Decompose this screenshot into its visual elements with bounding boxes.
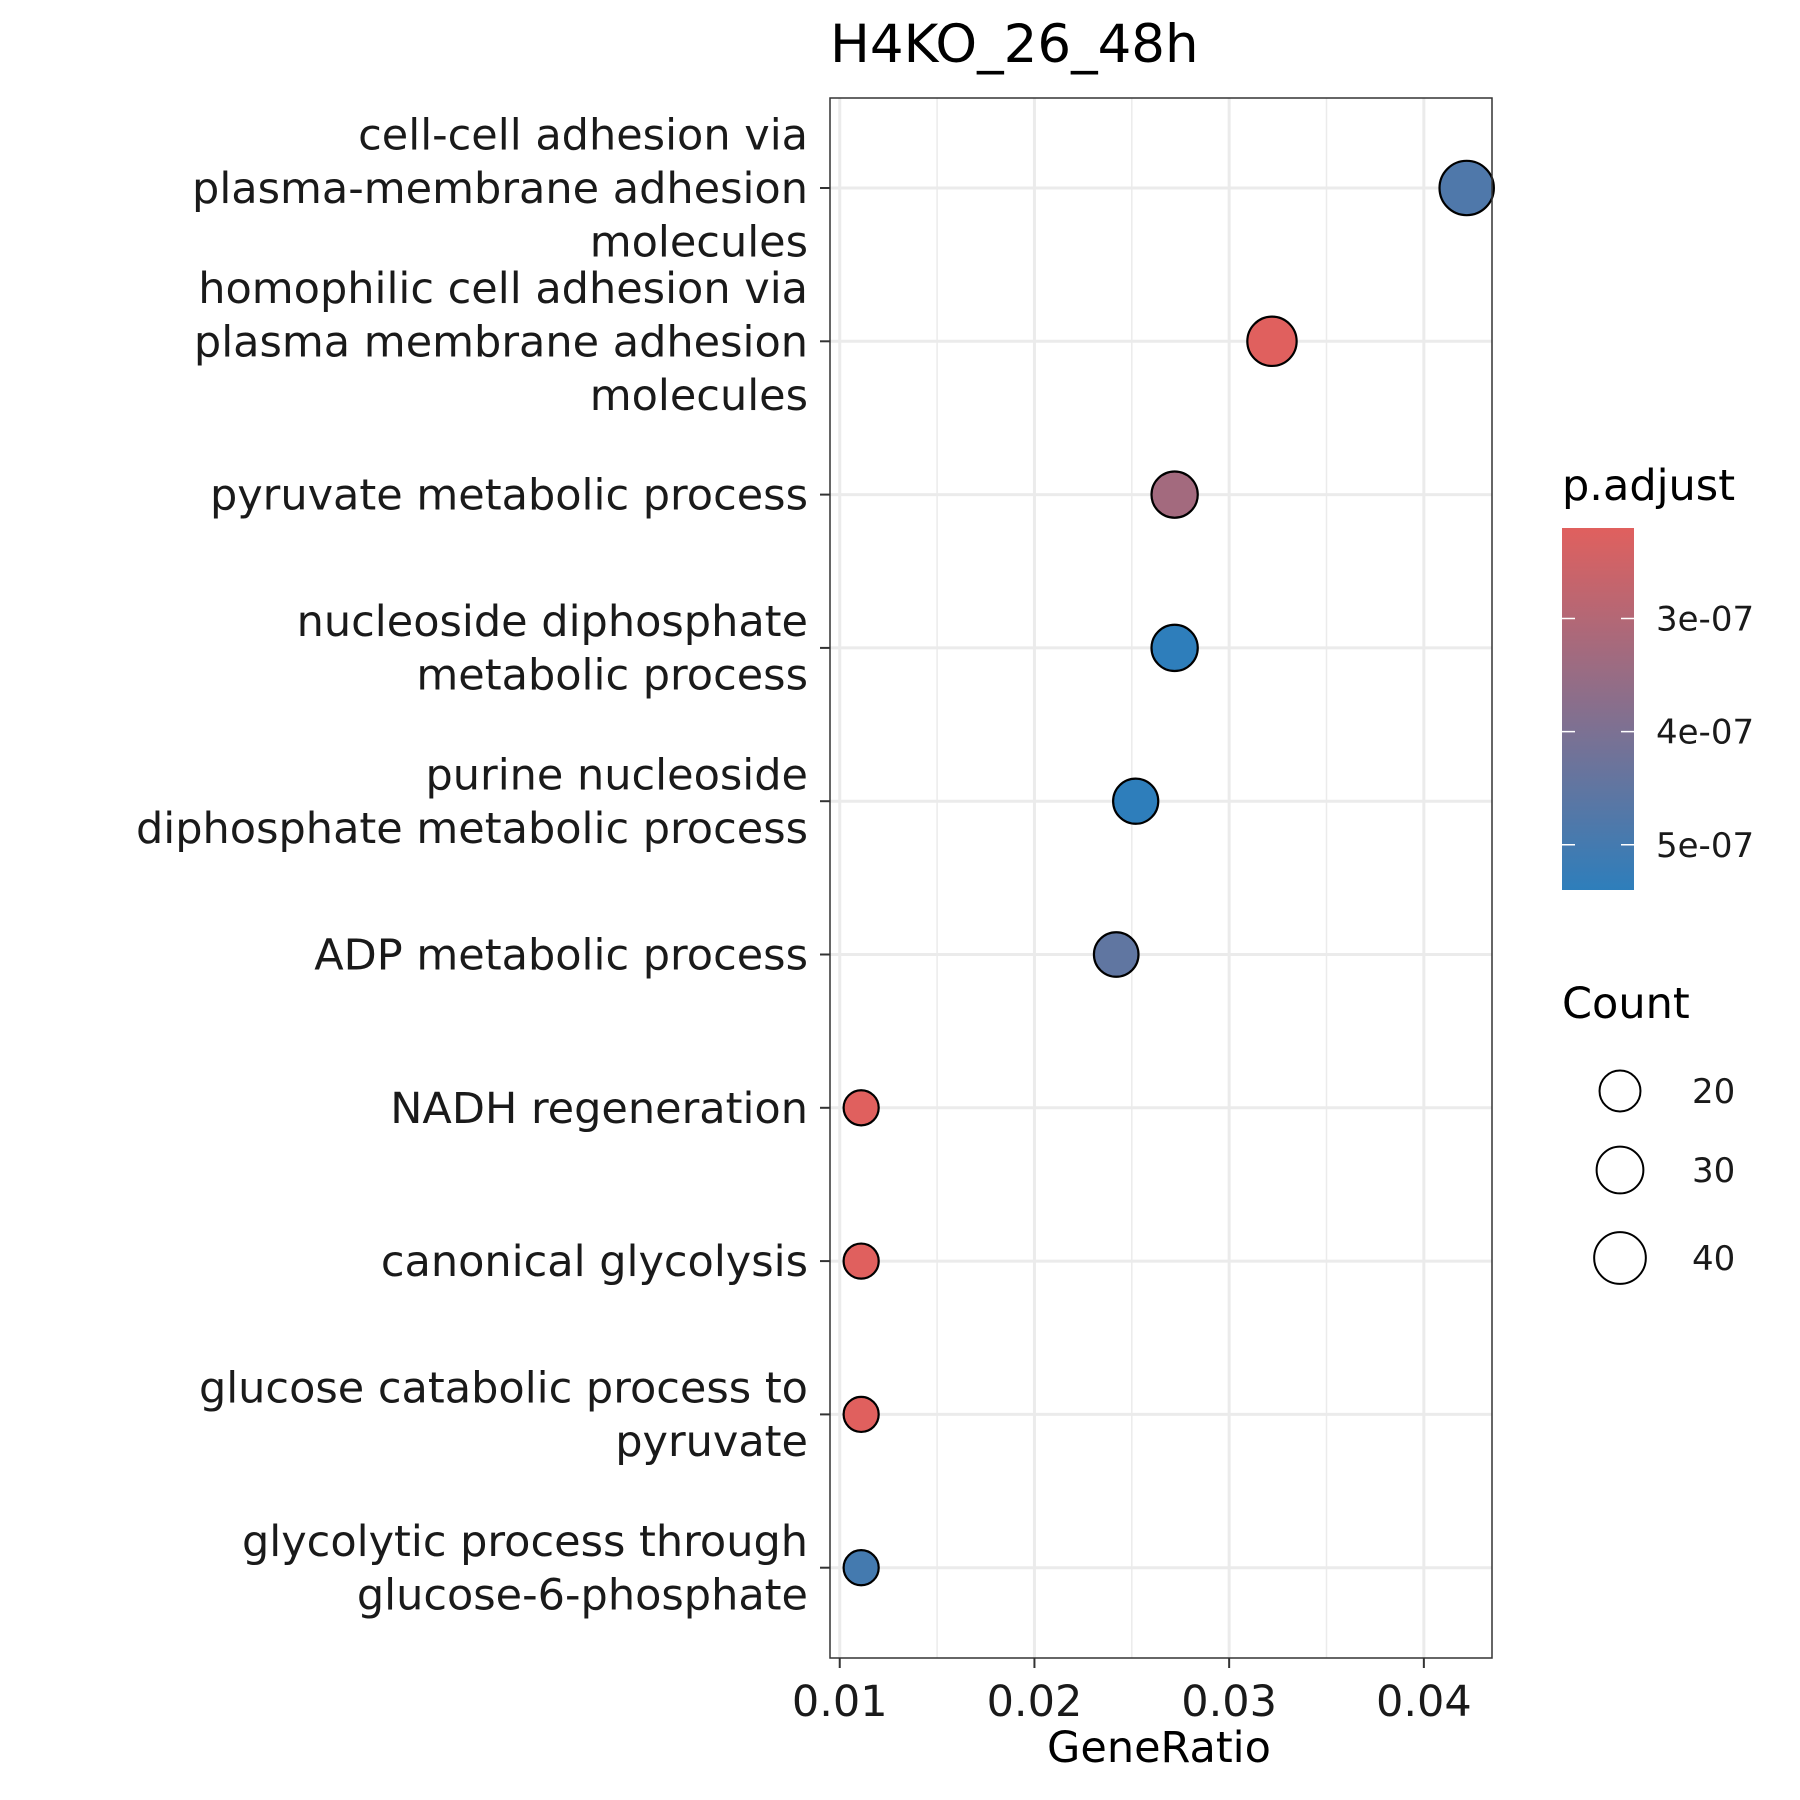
data-point — [842, 1089, 880, 1127]
data-point — [1092, 931, 1140, 978]
data-point — [1246, 315, 1298, 368]
color-tick-label: 4e-07 — [1656, 713, 1754, 753]
y-tick-label: pyruvate metabolic process — [210, 471, 808, 521]
data-point — [1438, 159, 1495, 217]
y-tick-label: cell-cell adhesion via plasma-membrane ad… — [192, 111, 808, 268]
x-tick-label: 0.04 — [1376, 1677, 1472, 1727]
size-legend-circle — [1598, 1069, 1642, 1113]
size-legend-items: 20 30 40 — [1593, 1069, 1735, 1285]
size-legend-circle — [1593, 1231, 1647, 1285]
panel-border — [829, 97, 1493, 1659]
data-point — [1150, 623, 1199, 673]
size-legend-label: 40 — [1692, 1239, 1735, 1279]
x-axis: 0.01 0.02 0.03 0.04 — [792, 1658, 1472, 1727]
size-legend-circle — [1595, 1145, 1645, 1195]
x-tick-label: 0.01 — [792, 1677, 888, 1727]
y-axis: cell-cell adhesion via plasma-membrane ad… — [136, 111, 830, 1621]
y-tick-label: nucleoside diphosphate metabolic process — [297, 597, 808, 701]
chart-title: H4KO_26_48h — [830, 14, 1199, 75]
y-tick-label: homophilic cell adhesion via plasma membr… — [194, 264, 808, 421]
panel-background — [830, 98, 1492, 1658]
data-point — [1112, 777, 1160, 825]
data-points — [842, 159, 1495, 1587]
y-tick-label: NADH regeneration — [390, 1084, 808, 1134]
data-point — [842, 1242, 880, 1280]
size-legend: Count 20 30 40 — [1562, 979, 1735, 1285]
x-axis-title: GeneRatio — [1047, 1723, 1271, 1773]
y-tick-label: glucose catabolic process to pyruvate — [199, 1364, 808, 1468]
size-legend-label: 20 — [1692, 1072, 1735, 1112]
color-tick-label: 5e-07 — [1656, 826, 1754, 866]
size-legend-label: 30 — [1692, 1151, 1735, 1191]
data-point — [1150, 470, 1199, 519]
grid-lines — [830, 98, 1492, 1658]
color-legend-ticks: 3e-07 4e-07 5e-07 — [1562, 600, 1754, 866]
y-tick-label: canonical glycolysis — [381, 1237, 808, 1287]
size-legend-title: Count — [1562, 979, 1690, 1029]
y-tick-label: ADP metabolic process — [314, 931, 808, 981]
color-legend-title: p.adjust — [1562, 461, 1735, 511]
x-tick-label: 0.03 — [1181, 1677, 1277, 1727]
y-tick-label: purine nucleoside diphosphate metabolic p… — [136, 750, 808, 854]
data-point — [842, 1549, 880, 1587]
color-bar — [1562, 528, 1634, 890]
plot-panel — [829, 97, 1495, 1659]
data-point — [842, 1395, 880, 1434]
color-tick-label: 3e-07 — [1656, 600, 1754, 640]
color-legend: p.adjust 3e-07 4e-07 5e-07 — [1562, 461, 1754, 890]
x-tick-label: 0.02 — [987, 1677, 1083, 1727]
y-tick-label: glycolytic process through glucose-6-phos… — [242, 1517, 808, 1621]
